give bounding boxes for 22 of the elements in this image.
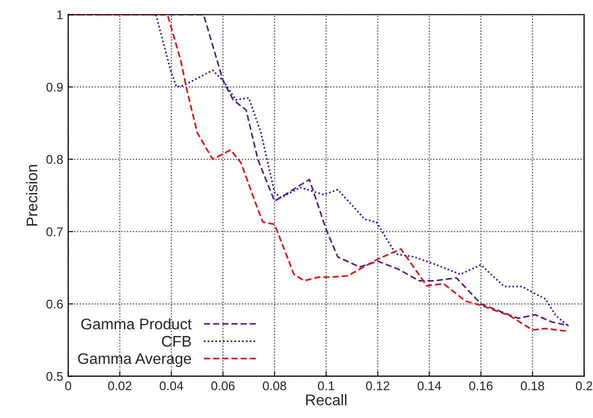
x-axis-title: Recall <box>306 394 346 406</box>
x-tick-label: 0.1 <box>318 381 334 390</box>
x-tick-label: 0.08 <box>262 381 286 390</box>
x-tick-label: 0.18 <box>520 381 544 390</box>
x-tick-label: 0.02 <box>108 381 132 390</box>
legend-label: Gamma Average <box>78 353 192 368</box>
y-tick-label: 0.7 <box>46 227 63 236</box>
y-axis-title: Precision <box>26 164 38 226</box>
x-tick-label: 0.12 <box>366 381 390 390</box>
x-tick-label: 0.06 <box>211 381 235 390</box>
legend-label: CFB <box>162 336 191 347</box>
legend-label: Gamma Product <box>81 318 192 330</box>
x-tick-label: 0 <box>65 381 72 390</box>
y-tick-label: 0.9 <box>46 82 63 92</box>
y-tick-label: 0.8 <box>46 155 63 164</box>
x-tick-label: 0.16 <box>469 381 493 390</box>
y-tick-label: 0.6 <box>46 300 63 309</box>
x-tick-label: 0.2 <box>576 381 592 390</box>
y-tick-label: 1 <box>57 10 63 20</box>
y-tick-label: 0.5 <box>46 372 63 381</box>
x-tick-label: 0.04 <box>160 381 184 390</box>
x-tick-label: 0.14 <box>418 381 442 390</box>
